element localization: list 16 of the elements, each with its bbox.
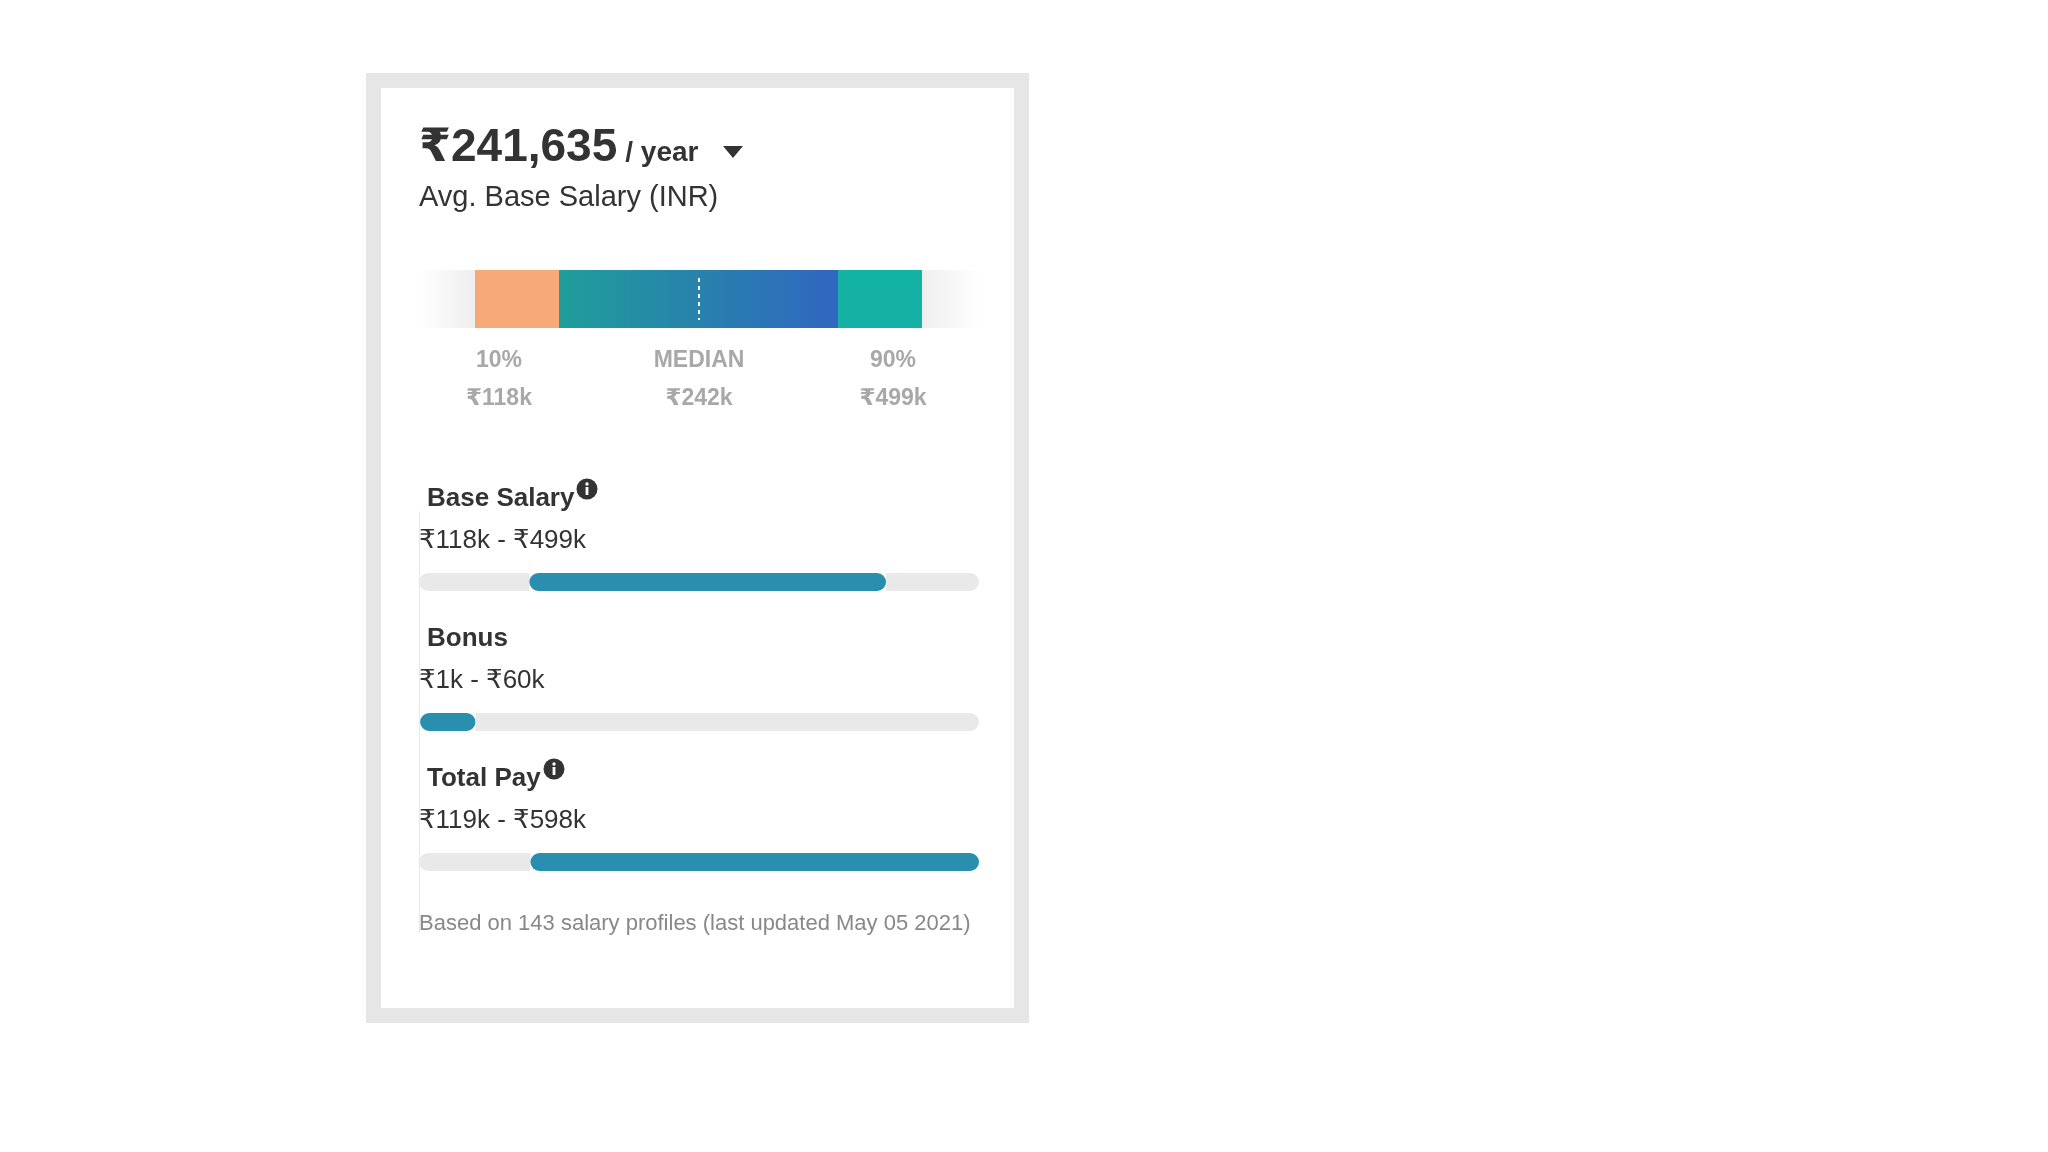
text: / year <box>625 136 699 167</box>
annotation: Based on 143 salary profiles (last updated May 05 2021) <box>419 909 972 937</box>
text: 90% <box>868 345 917 374</box>
text: Avg. Base Salary (INR) <box>419 180 719 213</box>
annotation: ₹119k - ₹598k <box>419 804 587 835</box>
text: 10% <box>474 345 523 374</box>
text: ₹118k <box>465 383 533 412</box>
annotation: ₹1k - ₹60k <box>419 664 545 695</box>
text: MEDIAN <box>652 345 746 374</box>
y-tick-label: Total Pay <box>427 762 542 792</box>
text: ₹241,635 <box>419 119 618 171</box>
y-tick-label: Base Salary <box>427 482 575 512</box>
annotation: ₹118k - ₹499k <box>419 524 587 555</box>
text: ₹499k <box>858 383 928 412</box>
text: ₹242k <box>664 383 734 412</box>
y-tick-label: Bonus <box>427 622 508 652</box>
